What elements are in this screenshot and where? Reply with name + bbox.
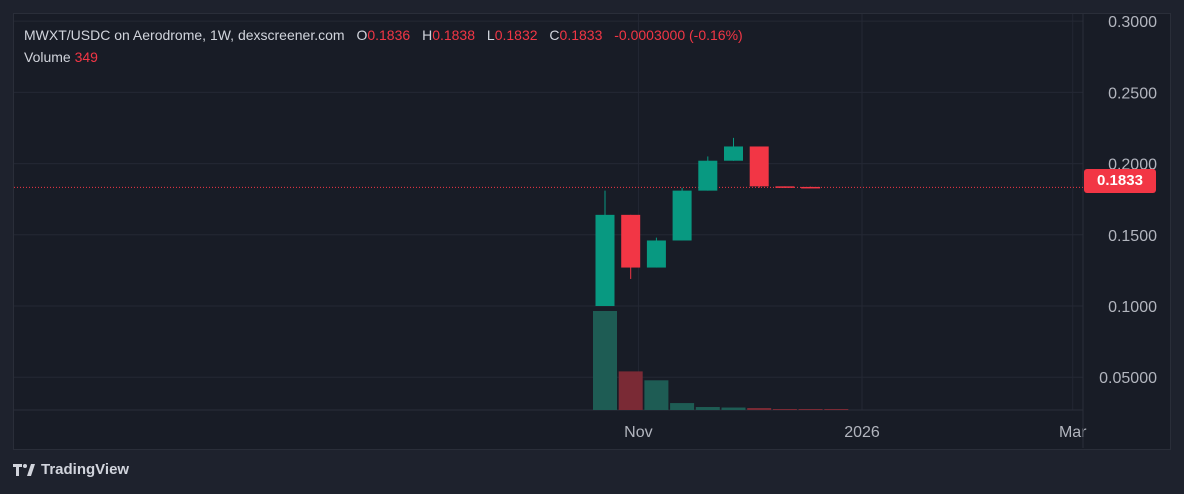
tradingview-brand[interactable]: TradingView: [13, 461, 129, 478]
volume-bar: [644, 380, 669, 410]
tradingview-logo-icon: [13, 463, 35, 476]
low-label: L: [486, 27, 495, 43]
x-tick-label: Nov: [624, 424, 652, 441]
volume-bar: [824, 409, 849, 410]
volume-line: Volume 349: [24, 46, 751, 68]
brand-name: TradingView: [41, 461, 130, 478]
candle-body: [775, 186, 795, 188]
y-tick-label: 0.3000: [1108, 14, 1157, 31]
volume-bar: [798, 409, 823, 410]
volume-bar: [670, 403, 695, 410]
pair-title: MWXT/USDC on Aerodrome, 1W, dexscreener.…: [24, 27, 345, 43]
volume-value: 349: [74, 49, 98, 65]
candle-body: [595, 214, 615, 307]
candle-body: [724, 146, 743, 161]
close-value: 0.1833: [559, 27, 603, 43]
volume-bar: [618, 371, 643, 410]
last-price-badge: 0.1833: [1084, 169, 1156, 193]
chart-legend: MWXT/USDC on Aerodrome, 1W, dexscreener.…: [24, 24, 751, 68]
high-label: H: [422, 27, 433, 43]
volume-bar: [747, 408, 772, 410]
open-value: 0.1836: [367, 27, 411, 43]
y-tick-label: 0.05000: [1099, 370, 1157, 387]
candle-body: [672, 190, 692, 241]
close-label: C: [549, 27, 560, 43]
candle-body: [621, 214, 641, 268]
volume-bar: [772, 409, 797, 410]
open-label: O: [356, 27, 368, 43]
y-tick-label: 0.2500: [1108, 85, 1157, 102]
candle-body: [646, 240, 666, 268]
candle-body: [801, 186, 821, 189]
y-tick-label: 0.1000: [1108, 299, 1157, 316]
candle-body: [698, 160, 718, 191]
low-value: 0.1832: [494, 27, 538, 43]
volume-bar: [695, 407, 720, 410]
volume-bar: [593, 311, 617, 410]
change-value: -0.0003000 (-0.16%): [614, 27, 743, 43]
volume-bar: [721, 407, 746, 410]
volume-label: Volume: [24, 49, 71, 65]
x-tick-label: 2026: [844, 424, 880, 441]
ohlc-line: MWXT/USDC on Aerodrome, 1W, dexscreener.…: [24, 24, 751, 46]
y-tick-label: 0.1500: [1108, 228, 1157, 245]
candle-body: [749, 146, 769, 187]
x-tick-label: Mar: [1059, 424, 1087, 441]
high-value: 0.1838: [432, 27, 476, 43]
